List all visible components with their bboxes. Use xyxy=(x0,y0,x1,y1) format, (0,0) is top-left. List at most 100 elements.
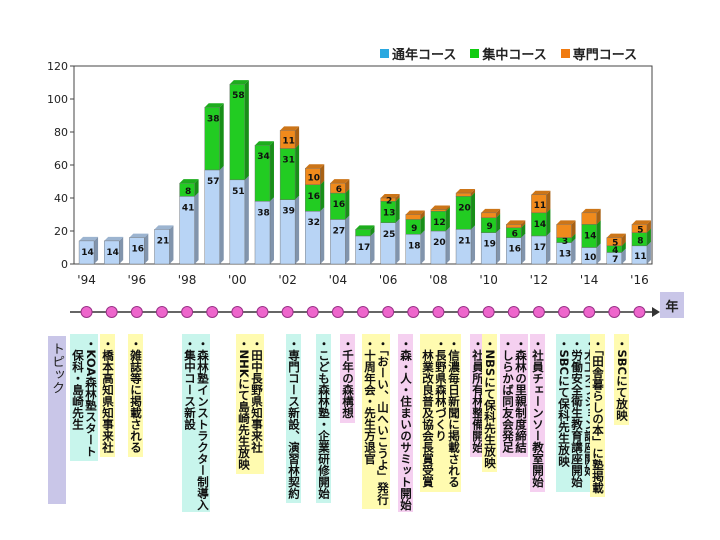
bar-top xyxy=(606,233,626,238)
bar-value-label: 5 xyxy=(612,239,618,249)
bar-top xyxy=(129,233,149,238)
topic-item: ・こども森林塾・企業研修開始 xyxy=(316,334,331,503)
bar-side xyxy=(471,225,476,264)
bar-value-label: 58 xyxy=(232,91,245,101)
timeline-year-label: 年 xyxy=(660,292,684,318)
bar-side xyxy=(471,189,476,197)
bar-value-label: 57 xyxy=(207,177,220,187)
legend-item-tsuunen: 通年コース xyxy=(380,44,456,63)
bar-side xyxy=(395,197,400,223)
bar-top xyxy=(506,220,526,225)
timeline-dot xyxy=(231,306,244,318)
legend-item-senmon: 専門コース xyxy=(560,44,638,63)
timeline-dot xyxy=(558,306,571,318)
bar-side xyxy=(269,141,274,202)
topic-item: ・森・人・住まいのサミット開始 xyxy=(398,334,413,512)
bar-side xyxy=(521,223,526,238)
bar-segment xyxy=(581,212,597,225)
timeline-dot xyxy=(507,306,520,318)
bar-side xyxy=(571,233,576,243)
bar-value-label: 21 xyxy=(157,236,170,246)
bar-top xyxy=(179,179,199,184)
bar-value-label: 8 xyxy=(185,187,191,197)
bar-side xyxy=(269,197,274,264)
timeline-arrow xyxy=(652,307,660,317)
bar-side xyxy=(445,205,450,212)
x-tick-label: '96 xyxy=(128,273,147,287)
timeline-dot xyxy=(80,306,93,318)
topic-item: ・社員チェーンソー教室開始 xyxy=(530,334,545,492)
bar-top xyxy=(154,225,174,230)
bar-segment xyxy=(154,229,170,265)
x-tick-label: '98 xyxy=(178,273,197,287)
bar-side xyxy=(395,218,400,264)
bar-value-label: 3 xyxy=(562,237,568,247)
topic-item: ・信濃毎日新聞に掲載される xyxy=(446,334,461,492)
bar-side xyxy=(546,190,551,213)
timeline-dot xyxy=(633,306,646,318)
bar-side xyxy=(621,241,626,253)
bar-side xyxy=(345,179,350,194)
bar-value-label: 17 xyxy=(358,243,371,253)
bar-value-label: 21 xyxy=(458,236,471,246)
bar-top xyxy=(355,225,375,230)
legend-swatch-tsuunen xyxy=(380,49,389,58)
bar-segment xyxy=(305,168,321,186)
bar-top xyxy=(631,220,651,225)
bar-value-label: 4 xyxy=(612,246,618,256)
bar-value-label: 41 xyxy=(182,203,195,213)
bar-side xyxy=(420,215,425,235)
topic-item: ・森林の里親制度締結 ・しらかば同友会発足 xyxy=(500,334,528,457)
bar-side xyxy=(370,231,375,264)
bar-top xyxy=(254,141,274,146)
bar-side xyxy=(320,180,325,212)
bar-top xyxy=(531,190,551,195)
topic-item: ・千年の森構想 xyxy=(340,334,355,423)
bar-segment xyxy=(506,224,522,228)
bar-side xyxy=(521,233,526,264)
bar-segment xyxy=(78,240,95,265)
bar-side xyxy=(320,207,325,264)
bar-value-label: 13 xyxy=(559,250,572,260)
timeline-dot xyxy=(256,306,269,318)
bar-side xyxy=(420,230,425,264)
timeline-dot xyxy=(281,306,294,318)
bar-top xyxy=(204,103,224,108)
bar-side xyxy=(420,210,425,220)
bar-value-label: 11 xyxy=(282,136,295,146)
bar-segment xyxy=(129,237,145,265)
y-tick-label: 80 xyxy=(54,126,68,139)
timeline-dot xyxy=(155,306,168,318)
bar-side xyxy=(496,228,501,264)
bar-side xyxy=(295,195,300,264)
bar-segment xyxy=(254,144,271,202)
bar-side xyxy=(295,144,300,200)
bar-value-label: 38 xyxy=(257,208,270,218)
y-tick-label: 60 xyxy=(54,159,68,172)
bar-side xyxy=(571,220,576,238)
bar-side xyxy=(445,207,450,231)
timeline-dot xyxy=(206,306,219,318)
bar-top xyxy=(581,208,601,213)
bar-value-label: 10 xyxy=(584,253,597,263)
y-tick-label: 20 xyxy=(54,225,68,238)
bar-value-label: 13 xyxy=(383,208,396,218)
bar-segment xyxy=(455,229,472,265)
bar-value-label: 27 xyxy=(333,226,346,236)
bar-side xyxy=(546,208,551,236)
bar-segment xyxy=(179,182,195,197)
bar-value-label: 12 xyxy=(433,218,446,228)
bar-value-label: 5 xyxy=(637,226,643,236)
x-tick-label: '94 xyxy=(77,273,96,287)
x-tick-label: '12 xyxy=(530,273,549,287)
bar-segment xyxy=(480,212,497,219)
bar-value-label: 16 xyxy=(333,200,346,210)
legend-swatch-senmon xyxy=(560,49,570,58)
bar-side xyxy=(194,179,199,197)
bar-top xyxy=(405,210,425,215)
timeline-dot xyxy=(130,306,143,318)
bar-value-label: 25 xyxy=(383,230,396,240)
topic-item: ・専門コース新設、演習林契約 xyxy=(286,334,301,503)
legend-label-senmon: 専門コース xyxy=(572,48,638,63)
